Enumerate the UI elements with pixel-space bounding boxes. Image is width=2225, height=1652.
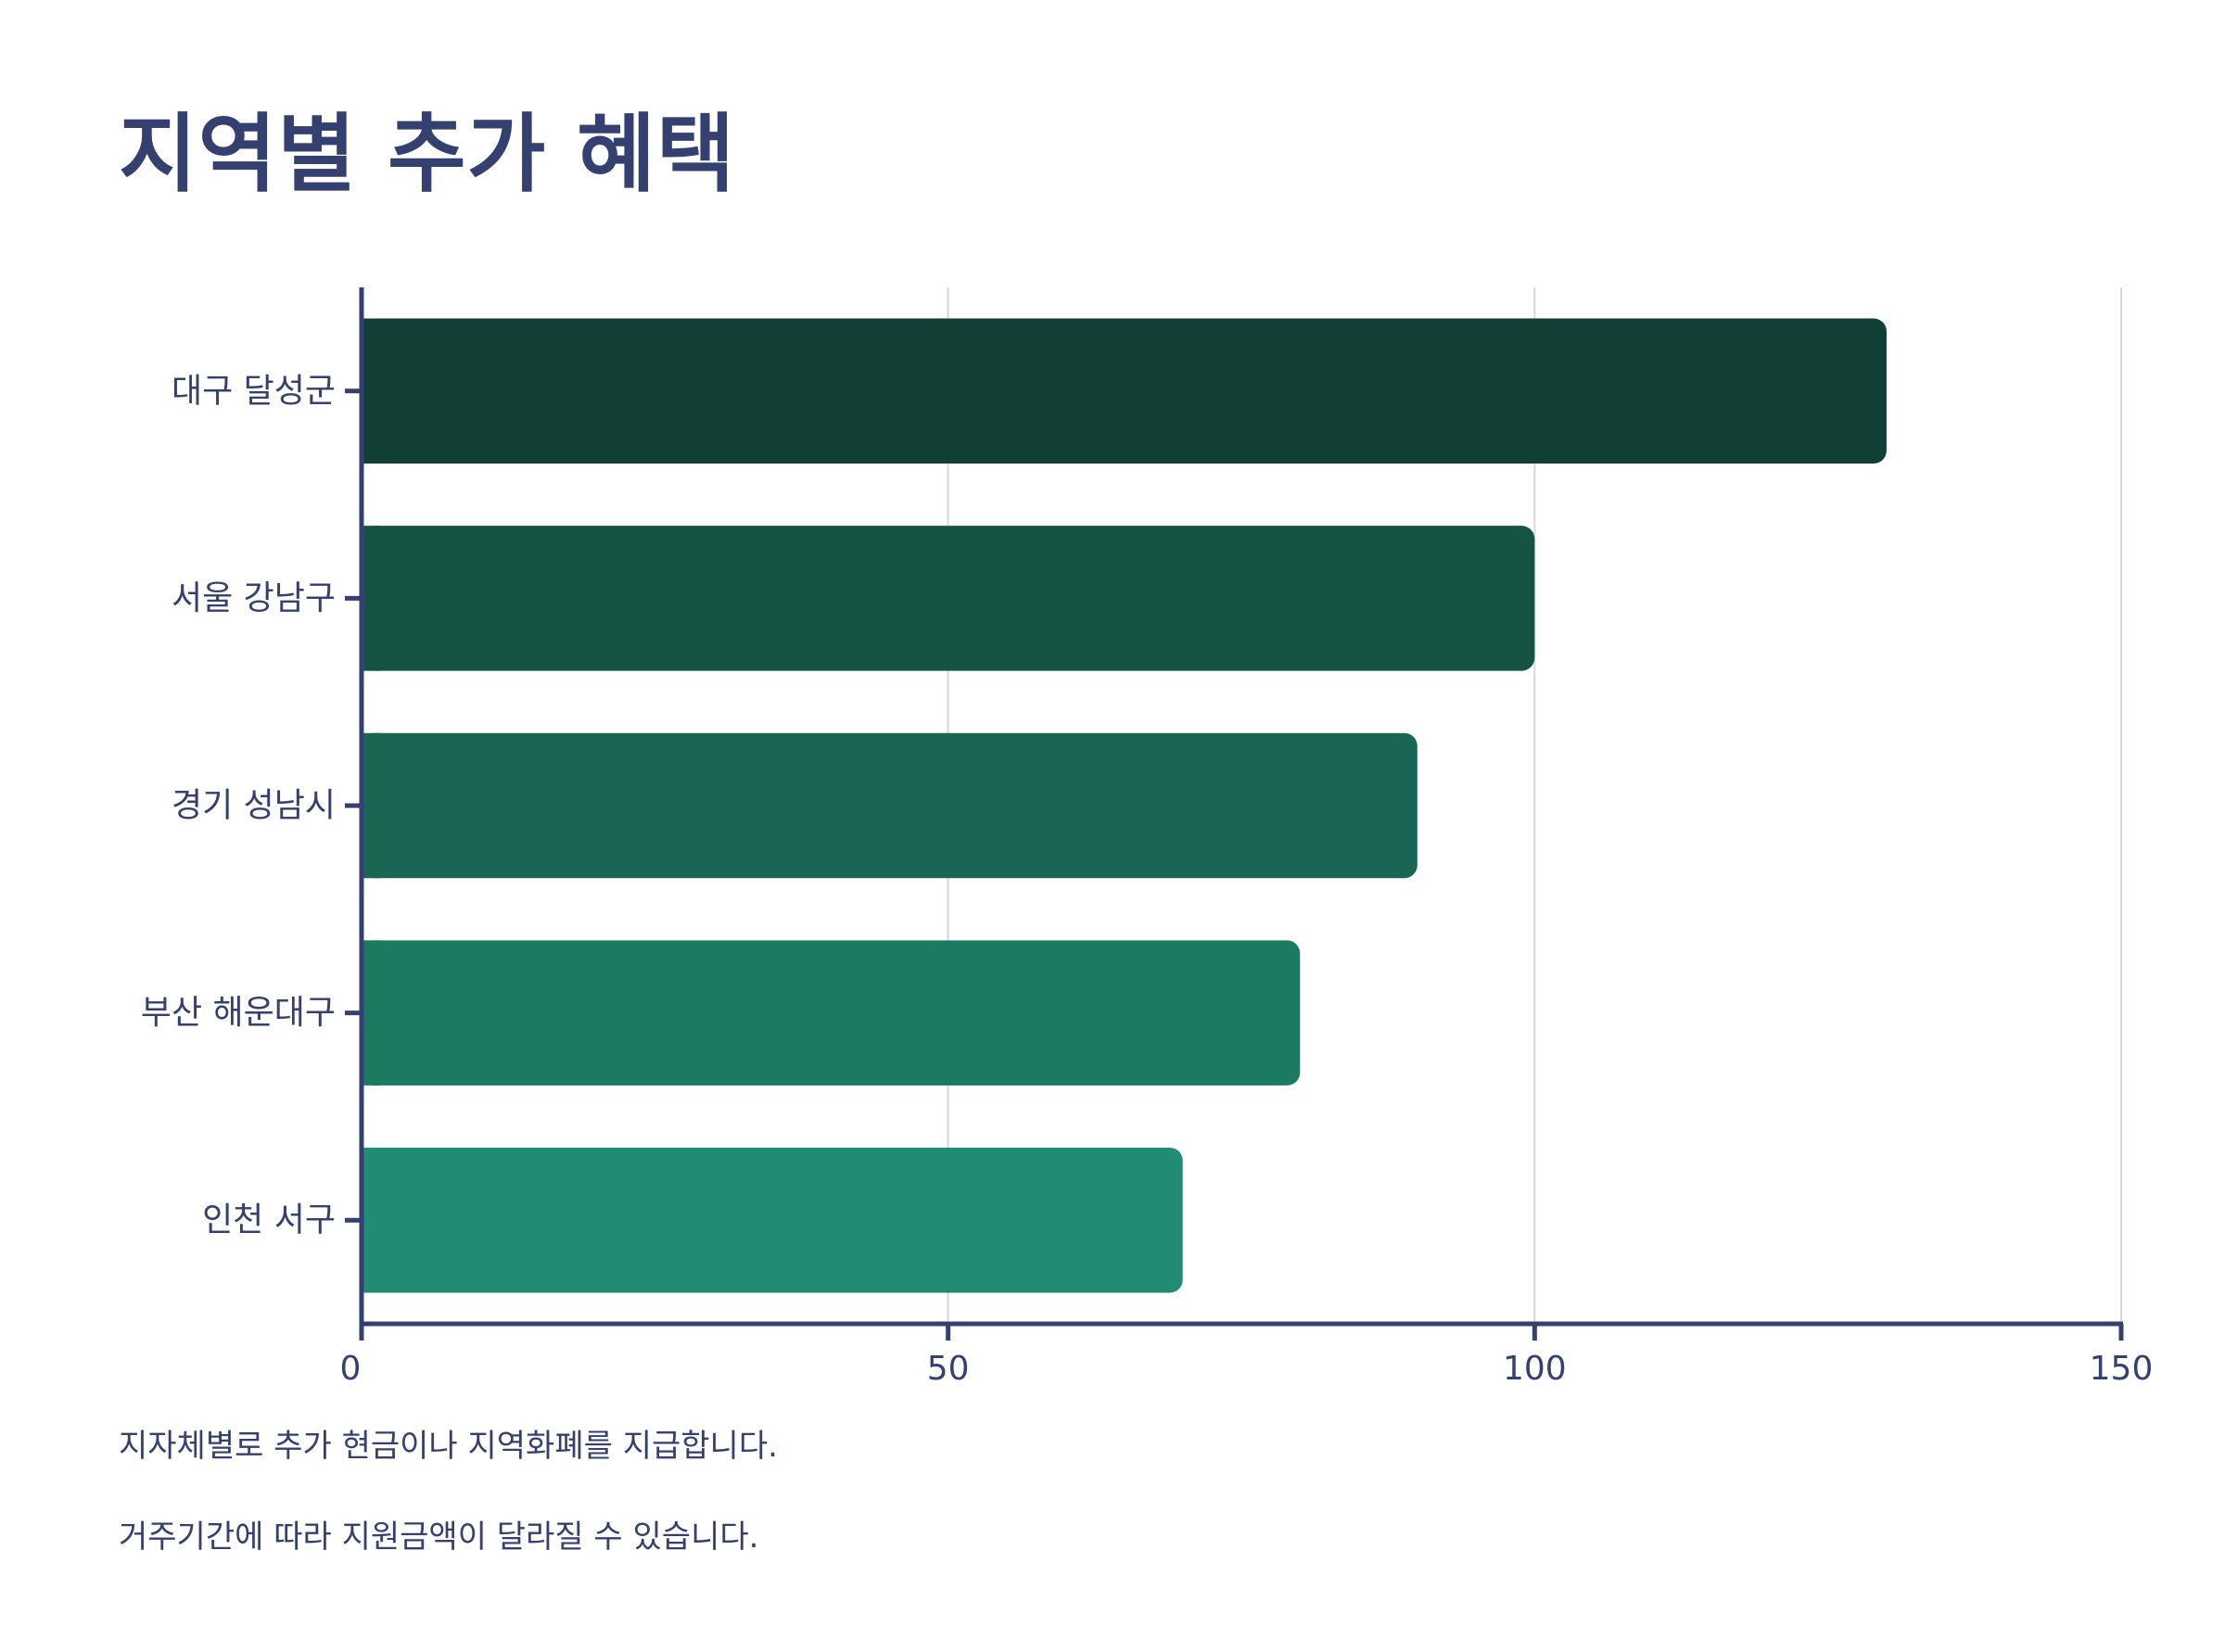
category-label-3: 경기 성남시 [172, 787, 336, 825]
axes [345, 287, 2124, 1341]
category-label-4: 부산 해운대구 [141, 994, 336, 1032]
category-label-2: 서울 강남구 [172, 579, 336, 617]
x-tick-label-1: 50 [927, 1350, 970, 1388]
category-label-1: 대구 달성군 [172, 372, 336, 410]
bar-1-base [362, 318, 380, 464]
bar-4 [362, 940, 1301, 1086]
bar-1 [362, 318, 1887, 464]
bar-5 [362, 1147, 1183, 1293]
bar-5-base [362, 1147, 380, 1293]
bars [362, 318, 1887, 1293]
notes: 지자체별로 추가 현금이나 지역화폐를 지급합니다. 거주기간에 따라 지원금액… [119, 1424, 2158, 1606]
bar-4-base [362, 940, 380, 1086]
bar-3 [362, 732, 1418, 879]
bar-2-base [362, 526, 380, 671]
x-tick-label-2: 100 [1503, 1350, 1567, 1388]
category-label-5: 인천 서구 [202, 1201, 336, 1239]
x-tick-label-0: 0 [340, 1350, 362, 1388]
page-title: 지역별 추가 혜택 [119, 105, 736, 204]
x-tick-label-3: 150 [2090, 1350, 2154, 1388]
note-1: 지자체별로 추가 현금이나 지역화폐를 지급합니다. [119, 1428, 778, 1465]
bar-3-base [362, 732, 380, 879]
note-2: 거주기간에 따라 지원금액이 달라질 수 있습니다. [119, 1519, 759, 1556]
bar-2 [362, 526, 1535, 671]
